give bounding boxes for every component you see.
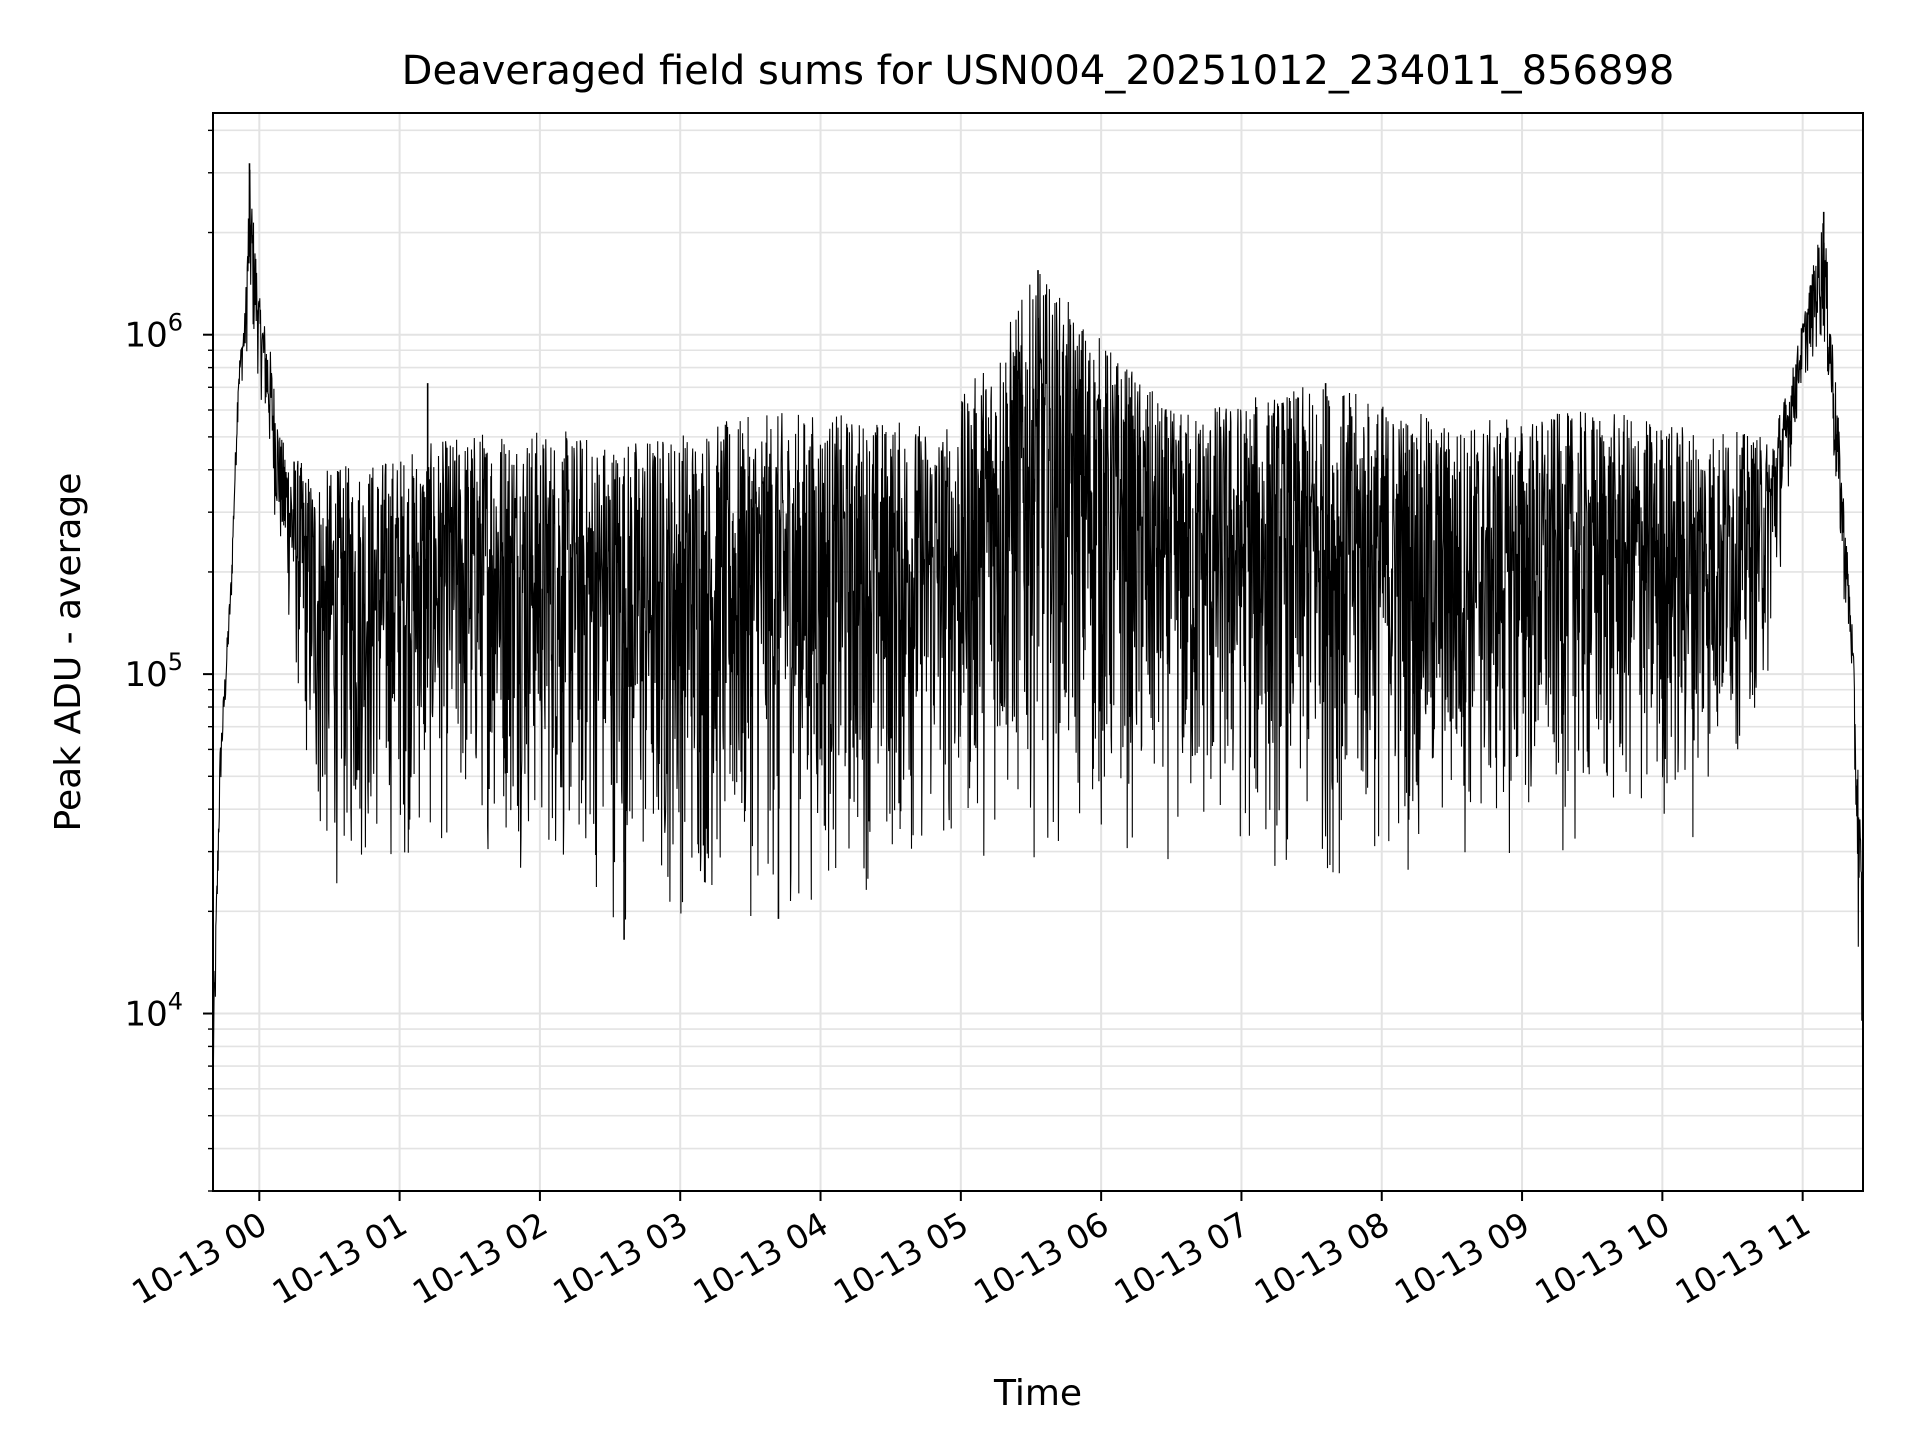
axes-frame: [212, 112, 1864, 1192]
y-axis-label: Peak ADU - average: [48, 473, 89, 832]
x-axis-label: Time: [993, 1373, 1082, 1414]
y-axis: 104 105 106: [124, 129, 213, 1192]
y-tick-label: 105: [124, 648, 183, 695]
plot-area: [213, 163, 1863, 1070]
y-tick-label: 104: [124, 988, 183, 1035]
y-tick-label: 106: [124, 309, 183, 356]
chart-title: Deaveraged field sums for USN004_2025101…: [402, 48, 1675, 94]
series-line: [213, 163, 1863, 1070]
